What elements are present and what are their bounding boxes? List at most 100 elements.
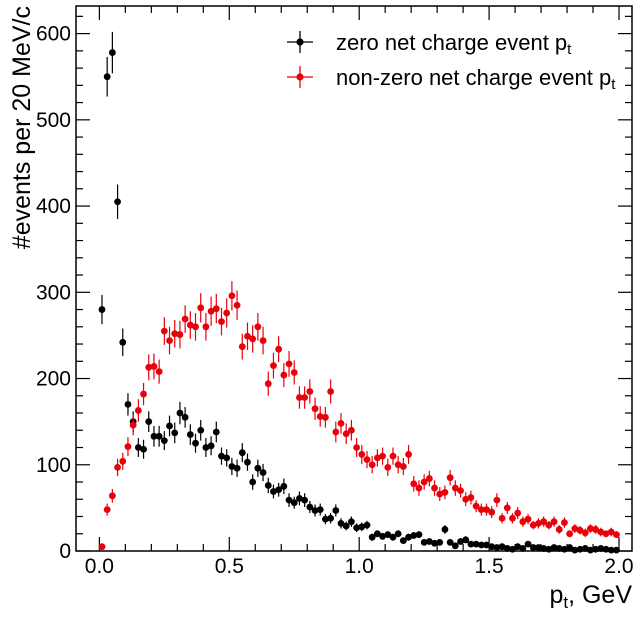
data-point xyxy=(373,454,381,462)
data-point xyxy=(98,543,106,551)
data-point xyxy=(228,463,236,470)
data-point xyxy=(337,520,345,527)
legend-marker-nonzero xyxy=(296,73,304,81)
y-tick-label: 0 xyxy=(59,540,71,563)
data-point xyxy=(129,421,137,429)
data-point xyxy=(296,494,303,502)
data-point xyxy=(353,524,360,532)
data-point xyxy=(524,515,532,523)
data-point xyxy=(150,432,158,440)
data-point xyxy=(592,526,600,533)
data-point xyxy=(134,444,142,451)
data-point xyxy=(348,518,355,526)
data-point xyxy=(327,514,335,522)
data-point xyxy=(218,318,225,326)
data-point xyxy=(472,502,480,510)
data-point xyxy=(509,514,516,522)
data-point xyxy=(119,457,127,465)
data-point xyxy=(316,506,324,514)
data-point xyxy=(384,531,392,539)
data-point xyxy=(290,369,298,376)
data-point xyxy=(571,546,579,554)
data-point xyxy=(415,531,423,539)
data-point xyxy=(509,545,516,553)
data-point xyxy=(166,422,173,430)
data-point xyxy=(301,394,309,401)
data-point xyxy=(514,543,522,551)
data-point xyxy=(607,546,615,554)
data-point xyxy=(108,492,116,500)
data-point xyxy=(467,540,475,548)
data-point xyxy=(410,480,418,488)
data-point xyxy=(514,509,522,517)
data-point xyxy=(483,541,490,549)
data-point xyxy=(368,533,376,541)
data-point xyxy=(436,538,444,546)
data-point xyxy=(140,445,147,453)
data-point xyxy=(244,332,251,340)
axis-ticks xyxy=(76,6,632,552)
data-point xyxy=(197,304,205,312)
x-tick-label: 1.5 xyxy=(475,555,504,578)
data-point xyxy=(332,428,340,436)
legend-label-nonzero: non-zero net charge event pt xyxy=(336,65,616,93)
data-point xyxy=(223,309,231,317)
data-point xyxy=(420,538,428,546)
data-point xyxy=(327,388,335,395)
data-point xyxy=(446,474,454,482)
data-point xyxy=(134,407,142,414)
data-point xyxy=(472,540,480,548)
data-point xyxy=(192,323,199,331)
data-point xyxy=(332,507,340,514)
data-point xyxy=(150,363,158,370)
data-point xyxy=(540,518,548,526)
data-point xyxy=(561,519,568,526)
data-point xyxy=(597,528,605,536)
data-point xyxy=(238,343,246,351)
data-point xyxy=(212,305,220,313)
data-point xyxy=(493,496,501,504)
data-point xyxy=(270,488,277,495)
data-point xyxy=(218,452,225,460)
data-point xyxy=(223,454,231,462)
data-point xyxy=(602,530,610,538)
data-point xyxy=(337,419,345,427)
data-point xyxy=(431,484,438,492)
y-tick-label: 200 xyxy=(36,368,71,391)
data-point xyxy=(348,426,355,434)
data-point xyxy=(155,368,163,376)
y-tick-labels: 0 100 200 300 400 500 600 xyxy=(36,23,71,563)
series-layer xyxy=(98,31,620,554)
data-point xyxy=(519,518,527,526)
data-point xyxy=(587,546,594,554)
y-tick-label: 300 xyxy=(36,281,71,304)
x-tick-label: 1.0 xyxy=(345,555,374,578)
data-point xyxy=(529,544,537,551)
data-point xyxy=(394,461,402,469)
data-point xyxy=(545,521,553,529)
data-point xyxy=(519,545,527,552)
data-point xyxy=(587,525,594,532)
data-point xyxy=(498,514,506,522)
data-point xyxy=(576,545,584,553)
data-point xyxy=(166,337,173,344)
data-point xyxy=(280,482,288,490)
data-point xyxy=(124,443,132,451)
data-point xyxy=(389,452,397,460)
data-point xyxy=(259,337,267,344)
data-point xyxy=(613,531,620,539)
y-tick-label: 500 xyxy=(36,109,71,132)
data-point xyxy=(98,306,106,313)
data-point xyxy=(379,532,386,540)
data-point xyxy=(342,522,350,530)
data-point xyxy=(363,521,371,529)
data-point xyxy=(280,371,288,379)
data-point xyxy=(613,546,620,554)
data-point xyxy=(306,503,314,511)
data-point xyxy=(462,536,470,544)
legend-marker-zero xyxy=(296,38,304,46)
data-point xyxy=(373,530,381,538)
data-point xyxy=(566,544,574,551)
data-point xyxy=(285,496,293,504)
series-non-zero-net-charge xyxy=(98,281,620,551)
